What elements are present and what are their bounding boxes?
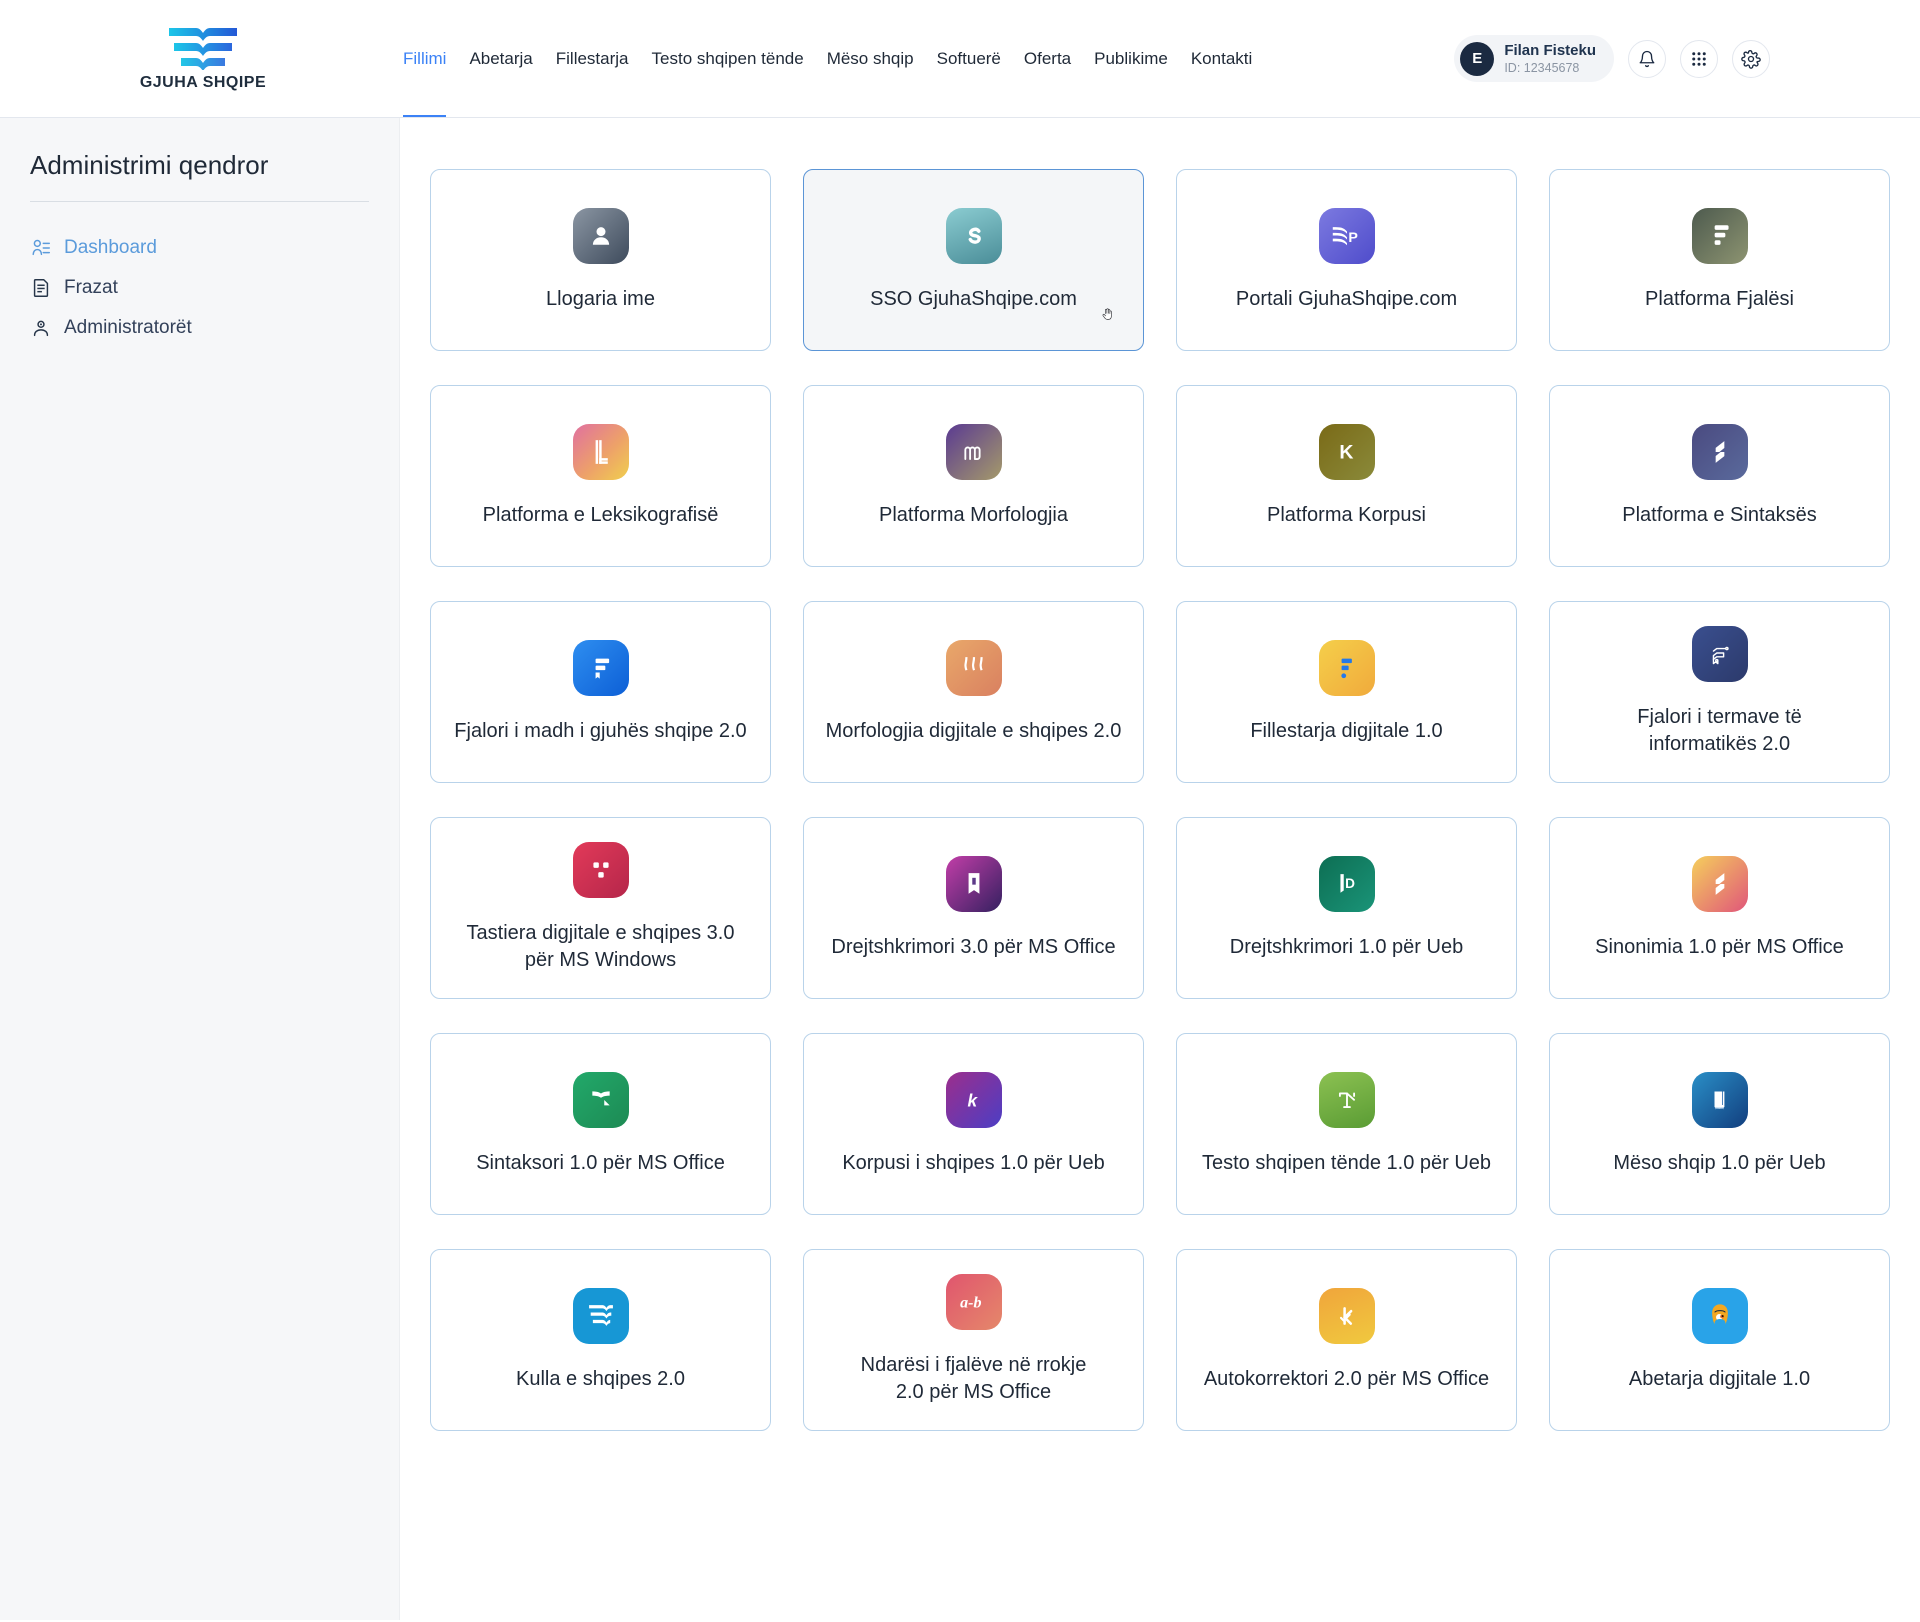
- svg-text:k: k: [967, 1090, 978, 1110]
- svg-text:a-b: a-b: [960, 1294, 981, 1311]
- svg-text:D: D: [1345, 875, 1355, 890]
- svg-text:P: P: [1348, 230, 1357, 246]
- svg-text:K: K: [1339, 441, 1353, 463]
